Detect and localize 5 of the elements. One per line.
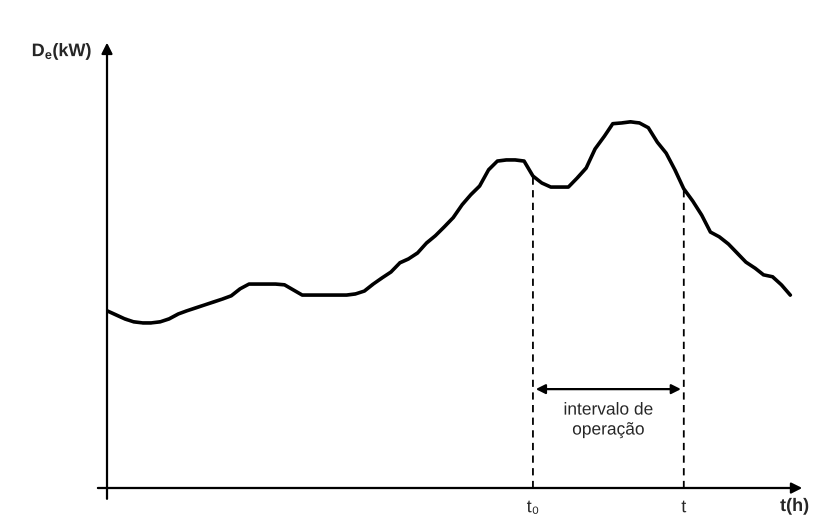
annotation: intervalo de operação	[564, 402, 652, 438]
x-tick-label: t	[682, 500, 686, 512]
y-axis-title: D$_{e}$(kW)	[32, 43, 91, 60]
x-axis-title: t(h)	[780, 498, 808, 515]
x-tick-label: t₀	[526, 500, 538, 514]
